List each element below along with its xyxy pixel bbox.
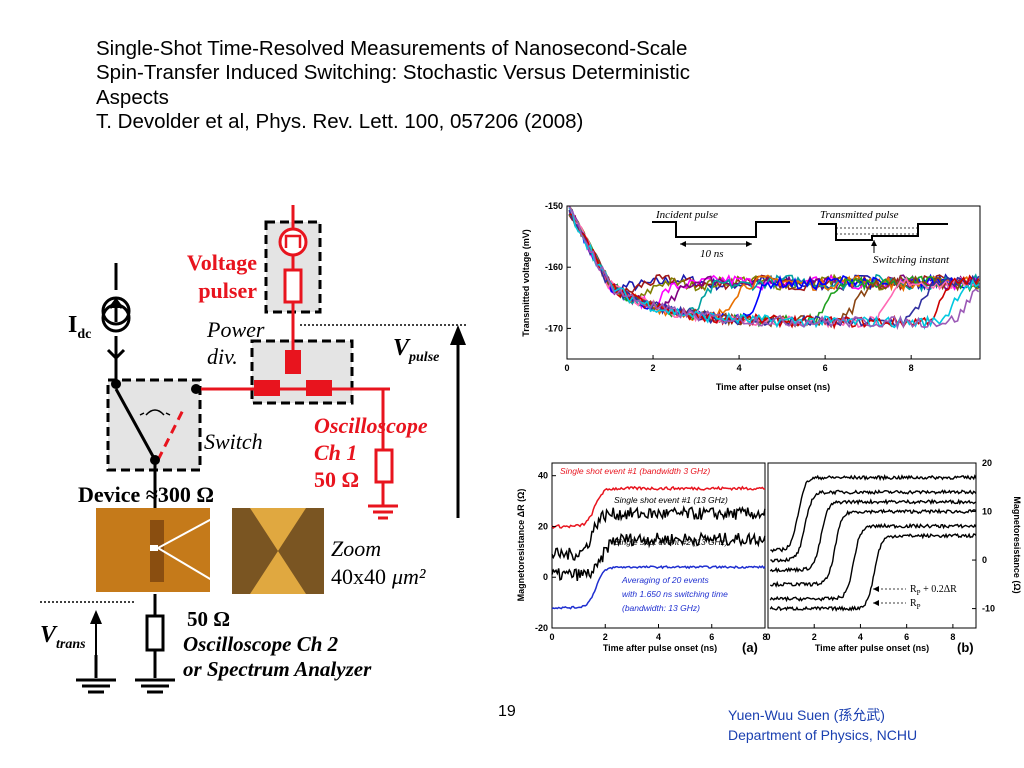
series-line [551,485,766,529]
annotation: 10 ns [700,248,724,260]
page-number: 19 [498,703,516,720]
power-div-label: div. [207,344,238,369]
x-tick-label: 2 [812,632,817,642]
vpulse-arrow-icon [450,325,466,345]
y-tick-label: 10 [982,507,992,517]
y-tick-label: 40 [538,471,548,481]
voltage-pulser-label: pulser [198,278,257,303]
voltage-pulser-label: Voltage [187,250,257,275]
series-line [568,205,980,331]
series-label: with 1.650 ns switching time [622,589,728,599]
plot-frame [566,205,981,360]
y-tick-label: 0 [982,555,987,565]
device-label: Device ≈300 Ω [78,482,214,507]
x-axis-label-b: Time after pulse onset (ns) [815,643,929,653]
panel-label-b: (b) [957,640,974,655]
series-line [769,522,977,603]
vpulse-label: Vpulse [393,335,439,365]
citation: T. Devolder et al, Phys. Rev. Lett. 100,… [96,110,584,134]
footer: Yuen-Wuu Suen (孫允武) Department of Physic… [728,705,917,745]
x-tick-label: 6 [904,632,909,642]
y-tick-label: 0 [543,572,548,582]
series-line [551,504,766,561]
series-line [769,498,977,574]
x-tick-label: 2 [603,632,608,642]
y-tick-label: -10 [982,604,995,614]
oscilloscope-ch2-label: or Spectrum Analyzer [183,657,372,681]
plot-frame-b [767,462,977,629]
series-line [568,206,980,329]
zoom-label: 40x40 μm² [331,564,426,589]
x-tick-label: 0 [765,632,770,642]
x-tick-label: 4 [737,363,742,373]
x-tick-label: 6 [823,363,828,373]
panel-label-a: (a) [742,640,758,655]
circuit-schematic: Voltage pulser Power div. Idc Vpulse Swi… [40,205,468,694]
series-label: Single shot event #1 (13 GHz) [614,495,728,505]
y-tick-label: -170 [545,323,563,333]
x-axis-label: Time after pulse onset (ns) [716,382,830,392]
power-div-label: Power [206,317,265,342]
annotation: Transmitted pulse [820,209,899,221]
load-label: 50 Ω [187,607,230,631]
x-tick-label: 4 [858,632,863,642]
title-line: Aspects [96,85,169,109]
series-label: Single shot event #1 (bandwidth 3 GHz) [560,466,710,476]
y-tick-label: -150 [545,201,563,211]
series-line [769,532,977,612]
oscilloscope-ch1-label: Ch 1 [314,440,357,465]
annotation: Incident pulse [655,209,718,221]
x-axis-label-a: Time after pulse onset (ns) [603,643,717,653]
rp-annotation: RP + 0.2ΔR [910,584,957,597]
series-line [769,508,977,588]
switch-label: Switch [204,429,263,454]
y-tick-label: 20 [538,521,548,531]
y-axis-label-a: Magnetoresistance ΔR (Ω) [516,489,526,602]
oscilloscope-ch1-label: 50 Ω [314,467,359,492]
x-tick-label: 8 [762,632,767,642]
vtrans-label: Vtrans [40,622,86,652]
series-label: (bandwidth: 13 GHz) [622,603,700,613]
series-line [568,206,980,315]
series-line [551,564,766,610]
y-axis-label: Transmitted voltage (mV) [521,229,531,337]
series-label: Averaging of 20 events [621,575,710,585]
vtrans-arrow-icon [90,610,102,624]
idc-label: Idc [68,312,91,342]
series-line [770,474,977,553]
y-tick-label: -20 [535,623,548,633]
y-axis-label-b: Magnetoresistance (Ω) [1012,496,1022,593]
x-tick-label: 4 [656,632,661,642]
y-tick-label: 20 [982,458,992,468]
annotation: Switching instant [873,254,950,266]
pulse-inset: Incident pulse 10 ns Transmitted pulse S… [650,207,978,269]
x-tick-label: 8 [950,632,955,642]
oscilloscope-ch1-label: Oscilloscope [314,413,428,438]
series-label: Single shot event #2 (13 GHz) [614,537,728,547]
x-tick-label: 2 [651,363,656,373]
x-tick-label: 6 [709,632,714,642]
title-line: Single-Shot Time-Resolved Measurements o… [96,37,688,60]
oscilloscope-ch2-label: Oscilloscope Ch 2 [183,632,339,656]
footer-affiliation: Department of Physics, NCHU [728,727,918,743]
paper-title: Single-Shot Time-Resolved Measurements o… [96,37,936,135]
title-line: Spin-Transfer Induced Switching: Stochas… [96,61,690,85]
rp-annotation: RP [910,598,921,611]
zoom-label: Zoom [331,536,381,561]
y-tick-label: -160 [545,262,563,272]
x-tick-label: 0 [549,632,554,642]
footer-author: Yuen-Wuu Suen (孫允武) [728,707,885,723]
series-line [551,531,766,581]
series-line [770,489,977,563]
x-tick-label: 0 [564,363,569,373]
x-tick-label: 8 [909,363,914,373]
